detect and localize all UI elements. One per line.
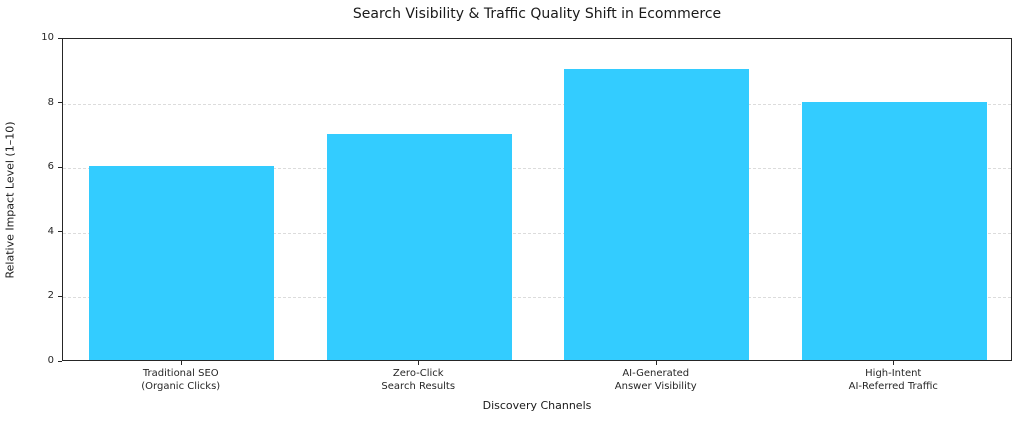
gridline bbox=[63, 168, 1011, 170]
plot-area bbox=[62, 38, 1012, 361]
gridline bbox=[63, 297, 1011, 299]
y-axis-label: Relative Impact Level (1–10) bbox=[3, 121, 17, 279]
y-tick-mark bbox=[58, 360, 62, 362]
bar-1 bbox=[89, 166, 275, 360]
y-tick-label: 8 bbox=[47, 96, 54, 108]
y-tick-mark bbox=[58, 102, 62, 104]
y-tick-mark bbox=[58, 166, 62, 168]
y-tick-label: 2 bbox=[47, 290, 54, 302]
x-tick-label: AI-Generated Answer Visibility bbox=[614, 368, 697, 392]
x-tick-mark bbox=[418, 361, 420, 365]
y-tick-label: 4 bbox=[47, 225, 54, 237]
x-tick-mark bbox=[655, 361, 657, 365]
y-tick-label: 6 bbox=[47, 161, 54, 173]
bar-4 bbox=[801, 101, 987, 360]
bar-3 bbox=[564, 69, 750, 360]
gridline bbox=[63, 103, 1011, 105]
y-tick-label: 0 bbox=[47, 355, 54, 366]
chart-title: Search Visibility & Traffic Quality Shif… bbox=[352, 6, 722, 22]
x-tick-mark bbox=[180, 361, 182, 365]
bar-2 bbox=[326, 133, 512, 360]
gridline bbox=[63, 232, 1011, 234]
y-tick-mark bbox=[58, 231, 62, 233]
x-tick-label: Traditional SEO (Organic Clicks) bbox=[141, 368, 221, 392]
x-axis-label: Discovery Channels bbox=[482, 399, 592, 412]
y-tick-label: 10 bbox=[41, 32, 54, 43]
x-tick-mark bbox=[893, 361, 895, 365]
y-tick-mark bbox=[58, 37, 62, 39]
x-tick-label: Zero-Click Search Results bbox=[381, 368, 456, 392]
x-tick-label: High-Intent AI-Referred Traffic bbox=[848, 368, 938, 392]
y-tick-mark bbox=[58, 295, 62, 297]
